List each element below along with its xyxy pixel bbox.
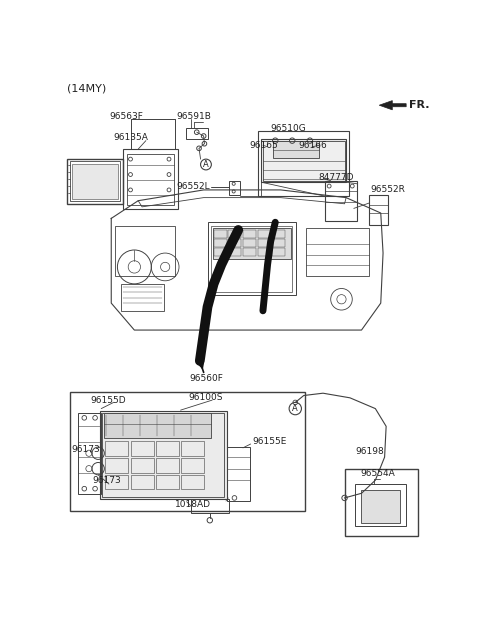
Bar bbox=[258, 230, 271, 237]
Bar bbox=[127, 154, 174, 204]
Text: 96166: 96166 bbox=[299, 141, 327, 150]
Text: FR.: FR. bbox=[409, 100, 430, 110]
Text: 96155D: 96155D bbox=[90, 396, 126, 405]
Bar bbox=[102, 413, 225, 497]
Bar bbox=[105, 458, 128, 472]
Bar bbox=[355, 484, 406, 527]
Bar bbox=[228, 230, 241, 237]
Bar bbox=[273, 141, 319, 158]
Bar bbox=[211, 226, 292, 292]
Bar bbox=[104, 413, 211, 438]
Text: 96173: 96173 bbox=[71, 445, 100, 454]
Bar bbox=[258, 239, 271, 247]
Text: 96100S: 96100S bbox=[188, 393, 223, 403]
Bar bbox=[262, 139, 346, 182]
Bar bbox=[243, 239, 256, 247]
Bar bbox=[228, 239, 241, 247]
Bar bbox=[228, 248, 241, 256]
Bar bbox=[214, 248, 227, 256]
Text: 96173: 96173 bbox=[92, 477, 121, 486]
Bar bbox=[227, 447, 250, 501]
Text: 96591B: 96591B bbox=[177, 112, 212, 122]
Text: 96560F: 96560F bbox=[189, 374, 223, 383]
Bar bbox=[243, 230, 256, 237]
Text: A: A bbox=[203, 160, 209, 169]
Bar bbox=[71, 392, 305, 511]
Text: 96552R: 96552R bbox=[371, 185, 406, 194]
Text: 96155E: 96155E bbox=[252, 437, 287, 446]
Bar bbox=[123, 149, 178, 209]
Bar bbox=[100, 411, 227, 499]
Text: 84777D: 84777D bbox=[318, 173, 354, 182]
Text: 96552L: 96552L bbox=[176, 182, 210, 191]
Bar bbox=[156, 475, 179, 489]
Text: A: A bbox=[292, 404, 298, 413]
Bar bbox=[156, 458, 179, 472]
Bar bbox=[121, 284, 164, 311]
Bar bbox=[258, 248, 271, 256]
Bar bbox=[207, 222, 296, 296]
Text: 96510G: 96510G bbox=[271, 124, 306, 133]
Bar bbox=[78, 413, 101, 494]
Bar bbox=[72, 164, 118, 199]
Polygon shape bbox=[379, 101, 406, 110]
Bar bbox=[263, 141, 345, 180]
Bar bbox=[181, 441, 204, 456]
Bar bbox=[131, 475, 154, 489]
Bar bbox=[213, 229, 291, 260]
Bar bbox=[306, 229, 369, 276]
Bar bbox=[131, 441, 154, 456]
Bar bbox=[105, 475, 128, 489]
Bar bbox=[214, 230, 227, 237]
Text: 96135A: 96135A bbox=[114, 133, 148, 142]
Bar bbox=[115, 226, 175, 276]
Bar bbox=[272, 230, 285, 237]
Bar bbox=[186, 128, 207, 139]
Bar bbox=[272, 248, 285, 256]
Text: (14MY): (14MY) bbox=[67, 84, 107, 93]
Bar bbox=[258, 132, 349, 196]
Bar bbox=[369, 196, 388, 225]
Text: 96563F: 96563F bbox=[110, 112, 144, 122]
Bar bbox=[181, 475, 204, 489]
Bar bbox=[105, 441, 128, 456]
Bar bbox=[361, 490, 400, 523]
Bar bbox=[345, 468, 418, 536]
Bar bbox=[214, 239, 227, 247]
Bar bbox=[191, 499, 229, 513]
Bar bbox=[156, 441, 179, 456]
Bar bbox=[181, 458, 204, 472]
Bar bbox=[70, 161, 120, 201]
Bar bbox=[229, 180, 240, 194]
Bar bbox=[131, 458, 154, 472]
Text: 1018AD: 1018AD bbox=[175, 499, 211, 508]
Text: 96165: 96165 bbox=[250, 141, 278, 150]
Bar bbox=[272, 239, 285, 247]
Bar bbox=[324, 180, 357, 221]
Bar bbox=[67, 159, 123, 204]
Bar bbox=[243, 248, 256, 256]
Text: 96198: 96198 bbox=[355, 448, 384, 456]
Text: 96554A: 96554A bbox=[360, 469, 395, 478]
